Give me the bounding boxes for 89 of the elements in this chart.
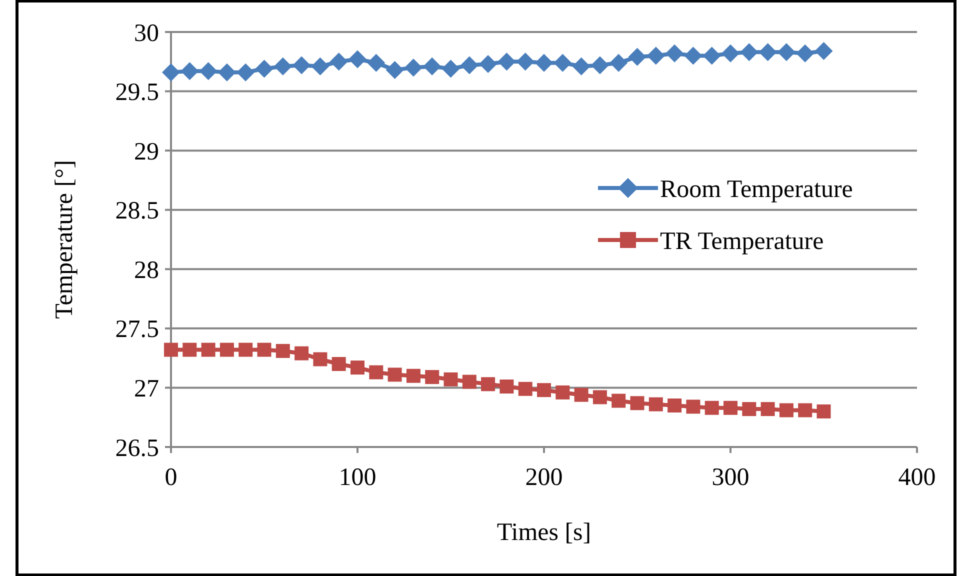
x-tick-label: 100 [338,464,376,491]
y-tick-label: 28.5 [115,198,159,225]
point [404,58,422,77]
point [668,398,682,412]
point [684,46,702,65]
point [292,56,311,74]
point [574,388,588,402]
point [442,60,460,78]
point [704,400,719,415]
point [294,346,309,360]
point [386,60,404,79]
y-tick-label: 28 [134,256,159,284]
point [646,46,665,65]
point [369,365,384,380]
point [236,63,255,82]
y-tick-label: 29.5 [115,79,159,106]
x-tick-label: 0 [164,464,178,491]
y-tick-label: 27 [134,375,159,402]
point [444,372,458,386]
point [276,344,290,358]
x-axis-title: Times [s] [496,519,592,546]
point [572,57,590,76]
point [350,360,364,375]
point [758,43,777,62]
point [686,400,700,414]
y-tick-label: 30 [134,20,159,47]
point [481,377,496,392]
point [702,46,721,65]
point [406,368,420,383]
point [779,403,794,418]
point [554,54,572,72]
point [500,380,514,394]
point [760,402,775,416]
point [592,390,607,404]
legend-label: TR Temperature [660,228,824,255]
point [220,342,234,357]
point [516,52,534,71]
point [479,55,498,74]
point [722,44,740,62]
point [610,54,628,72]
point [311,57,330,76]
y-axis-title: Temperature [°] [51,160,78,319]
point [724,400,738,415]
point [180,62,199,80]
point [425,370,440,384]
point [201,342,216,357]
point [332,357,346,371]
point [814,42,833,60]
legend-label: Room Temperature [660,176,853,203]
point [798,403,812,418]
point [218,63,236,82]
point [462,374,476,389]
point [162,63,180,82]
y-tick-label: 27.5 [115,316,159,344]
point [255,60,274,78]
y-tick-label: 26.5 [115,434,159,462]
point [535,54,553,72]
point [460,56,478,74]
x-tick-label: 200 [525,464,563,491]
point [556,385,570,400]
point [628,48,646,66]
x-tick-label: 400 [898,464,936,491]
point [388,368,402,382]
point [423,57,442,76]
point [740,43,758,62]
point [648,397,663,412]
point [777,43,796,62]
point [816,404,831,418]
point [742,402,756,416]
y-tick-label: 29 [134,138,159,166]
point [590,56,609,74]
point [666,44,684,62]
point [313,352,328,366]
point [518,382,532,396]
point [330,52,348,71]
point [274,57,292,76]
point [498,52,516,71]
point [796,44,814,62]
point [238,342,253,357]
point [182,342,197,357]
x-tick-label: 300 [712,464,750,491]
point [199,62,218,80]
point [612,394,626,408]
point [348,50,366,68]
point [164,342,178,357]
point [537,383,551,398]
point [630,396,644,410]
point [367,54,386,72]
point [257,342,272,357]
